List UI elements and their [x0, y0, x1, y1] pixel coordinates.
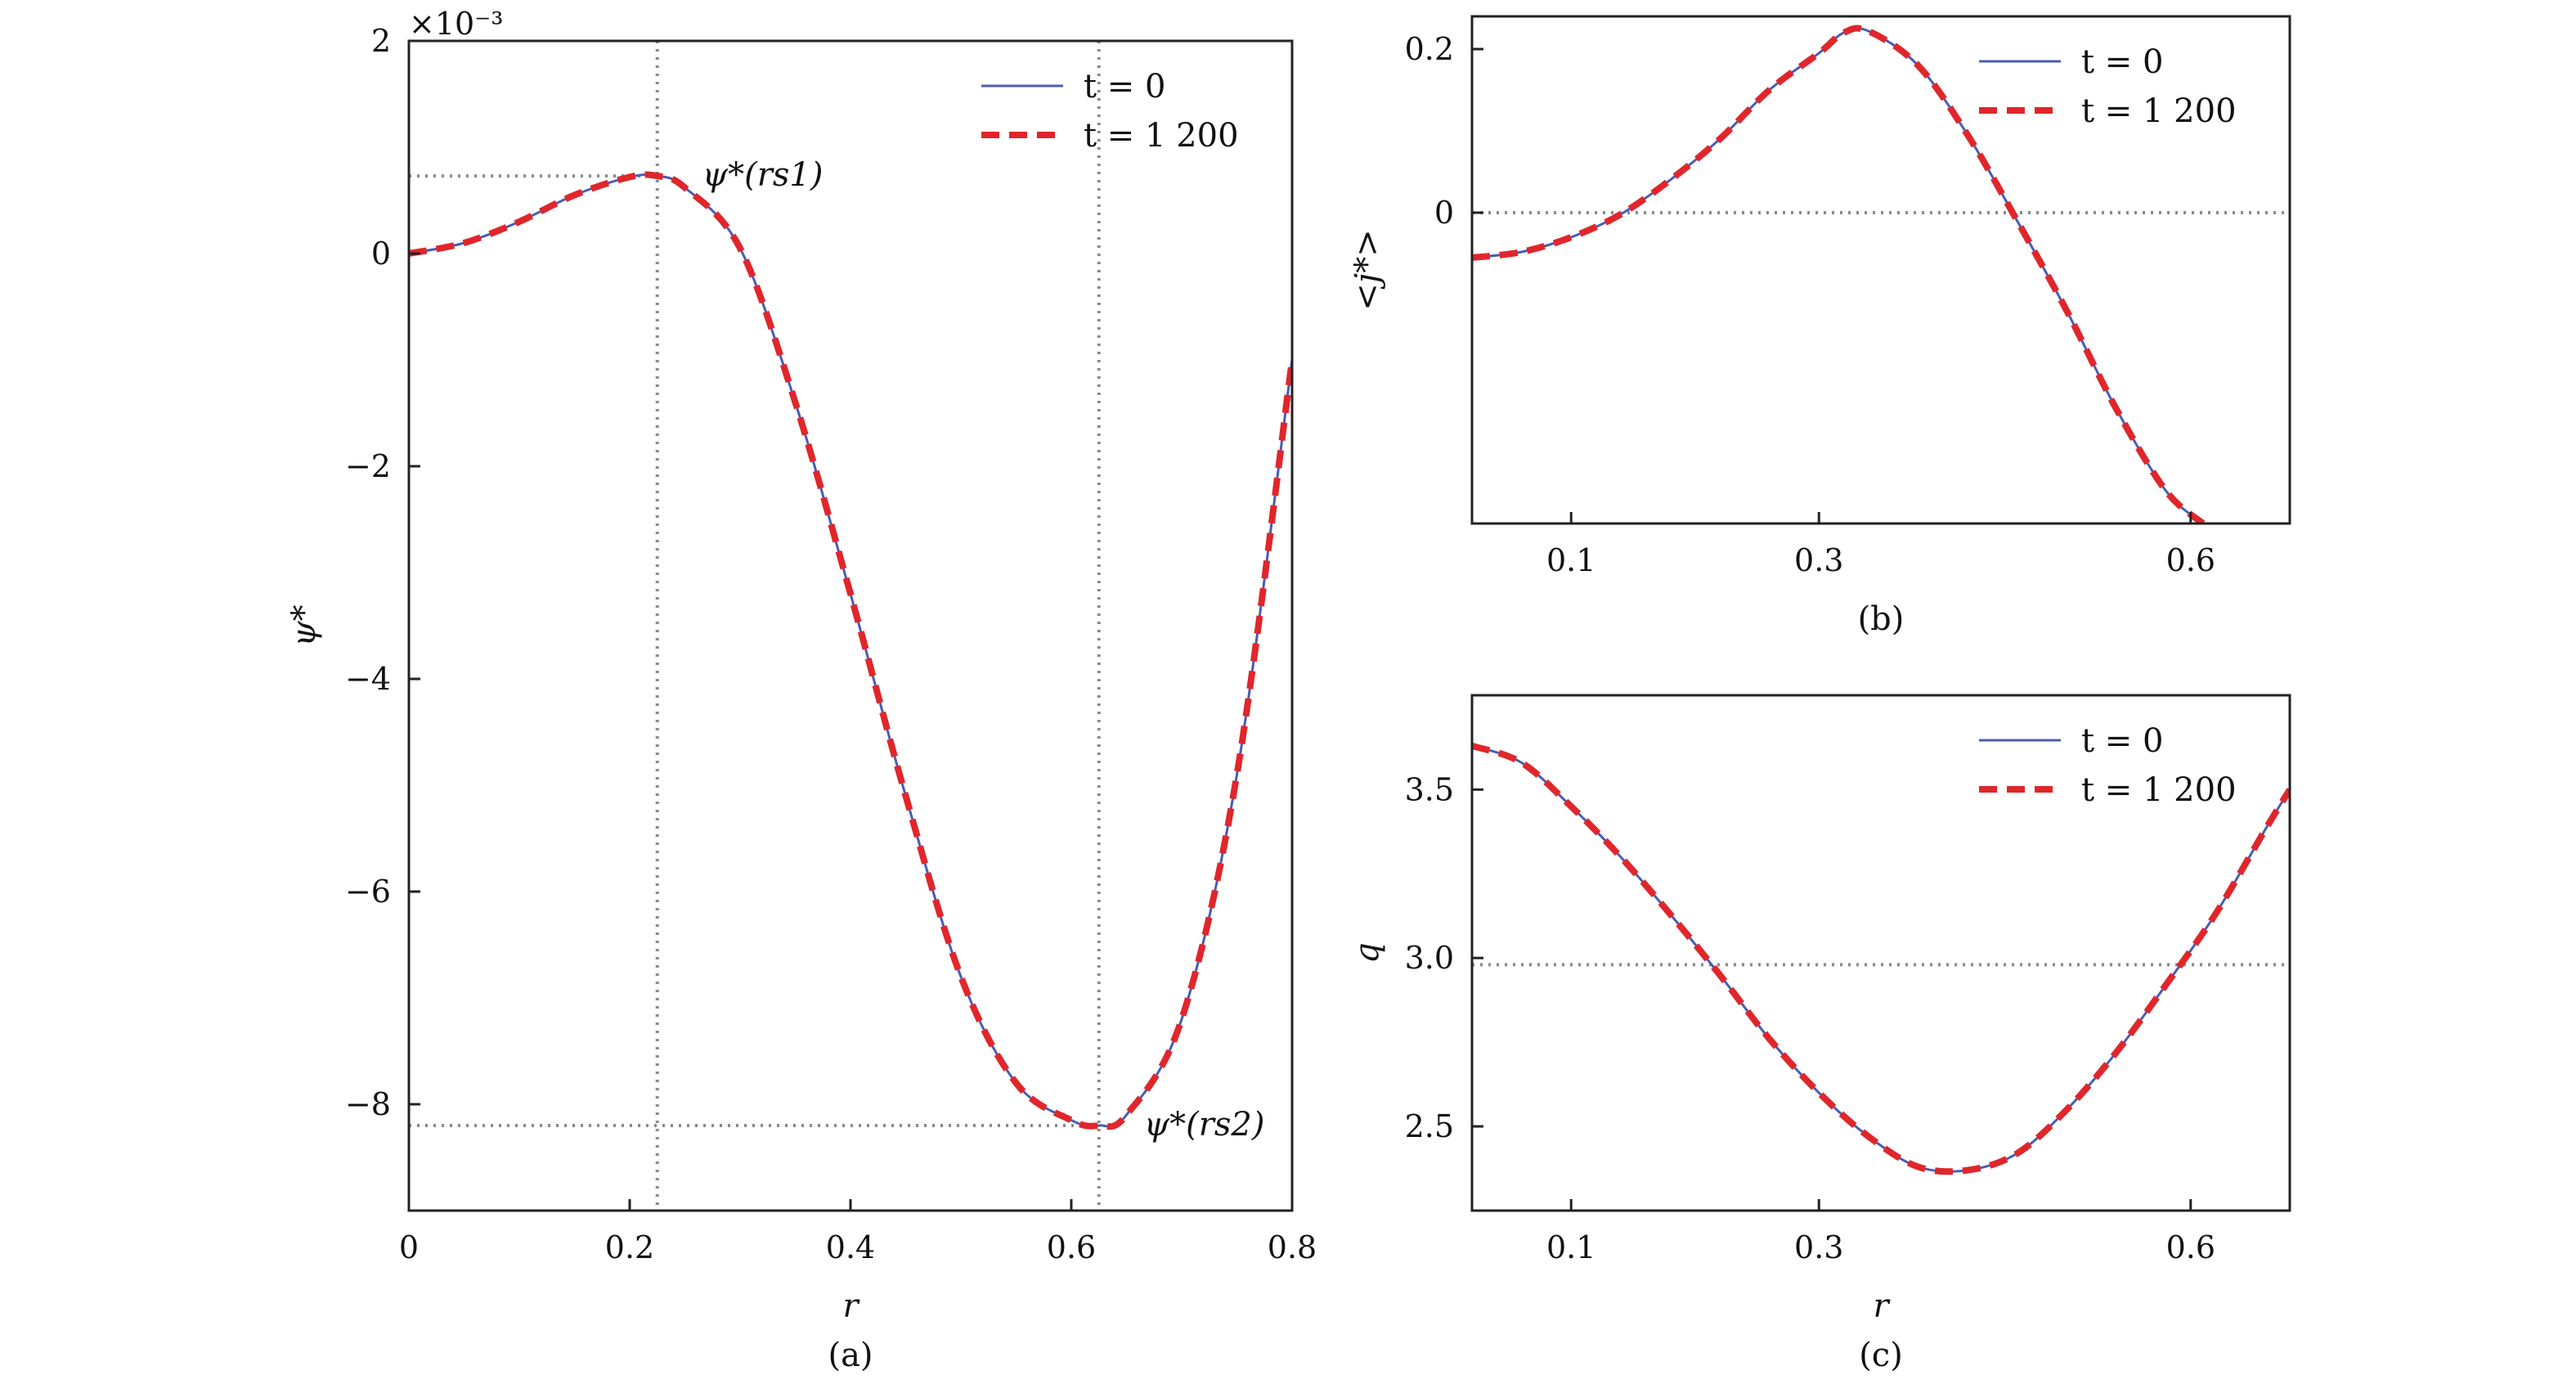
y-tick-label: −6: [345, 874, 391, 910]
panel-label: (c): [1859, 1337, 1903, 1374]
y-axis-multiplier: ×10⁻³: [409, 6, 503, 42]
x-tick-label: 0.8: [1268, 1229, 1317, 1265]
x-tick-label: 0.4: [826, 1229, 875, 1265]
plot-frame: [1470, 15, 2291, 525]
y-tick-label: 2: [371, 23, 391, 59]
panel-a-psi-profile: 0 0.2 0.4 0.6 0.820−2−4−6−8×10⁻³ψ*r(a)t = 0t…: [285, 6, 1317, 1374]
panel-label: (b): [1858, 600, 1905, 638]
y-tick-label: 0.2: [1405, 31, 1454, 67]
x-axis-label: r: [1873, 1287, 1891, 1325]
point-annotation: ψ*(rs2): [1144, 1106, 1265, 1144]
x-tick-label: 0.6: [1047, 1229, 1096, 1265]
x-tick-label: 0.1: [1546, 542, 1595, 578]
panel-label: (a): [828, 1337, 873, 1374]
legend: t = 0 t = 1 200: [1979, 722, 2237, 809]
legend-label: t = 0: [2081, 722, 2163, 760]
point-annotation: ψ*(rs1): [702, 156, 824, 194]
y-tick-label: 2.5: [1405, 1108, 1454, 1144]
plot-frame: [1470, 694, 2291, 1212]
y-axis-label: <j*>: [1349, 229, 1386, 310]
legend-label: t = 0: [2081, 43, 2163, 81]
series-line-t1200: [1472, 25, 2206, 523]
x-axis-label: r: [842, 1287, 860, 1325]
legend-label: t = 1 200: [1084, 117, 1239, 155]
y-axis-label: ψ*: [285, 604, 323, 646]
panel-c-q-profile: 0.1 0.3 0.6 3.5 3.0 2.5 q r (c) t = 0 t = 1 200: [1349, 694, 2291, 1374]
x-tick-label: 0.3: [1794, 542, 1843, 578]
x-tick-label: 0.2: [605, 1229, 654, 1265]
x-tick-label: 0.6: [2166, 542, 2215, 578]
y-tick-label: 0: [371, 236, 391, 272]
y-tick-label: 0: [1434, 195, 1454, 231]
legend-label: t = 0: [1084, 68, 1165, 106]
x-tick-label: 0.6: [2166, 1229, 2215, 1265]
panel-b-current-profile: 0.1 0.3 0.6 0.2 0 <j*> (b) t = 0 t = 1 200: [1349, 15, 2291, 638]
y-tick-label: −2: [345, 448, 391, 484]
legend-label: t = 1 200: [2081, 771, 2237, 809]
x-tick-label: 0: [399, 1229, 419, 1265]
y-tick-label: 3.0: [1405, 940, 1454, 976]
x-tick-label: 0.1: [1546, 1229, 1595, 1265]
series-line-t1200: [1472, 742, 2290, 1175]
y-axis-label: q: [1349, 942, 1386, 964]
legend: t = 0 t = 1 200: [981, 68, 1239, 155]
series-line-t1200: [409, 171, 1292, 1130]
legend-label: t = 1 200: [2081, 92, 2237, 130]
legend: t = 0 t = 1 200: [1979, 43, 2237, 130]
y-tick-label: 3.5: [1405, 771, 1454, 807]
y-tick-label: −4: [345, 661, 391, 697]
x-tick-label: 0.3: [1794, 1229, 1843, 1265]
y-tick-label: −8: [345, 1086, 391, 1122]
